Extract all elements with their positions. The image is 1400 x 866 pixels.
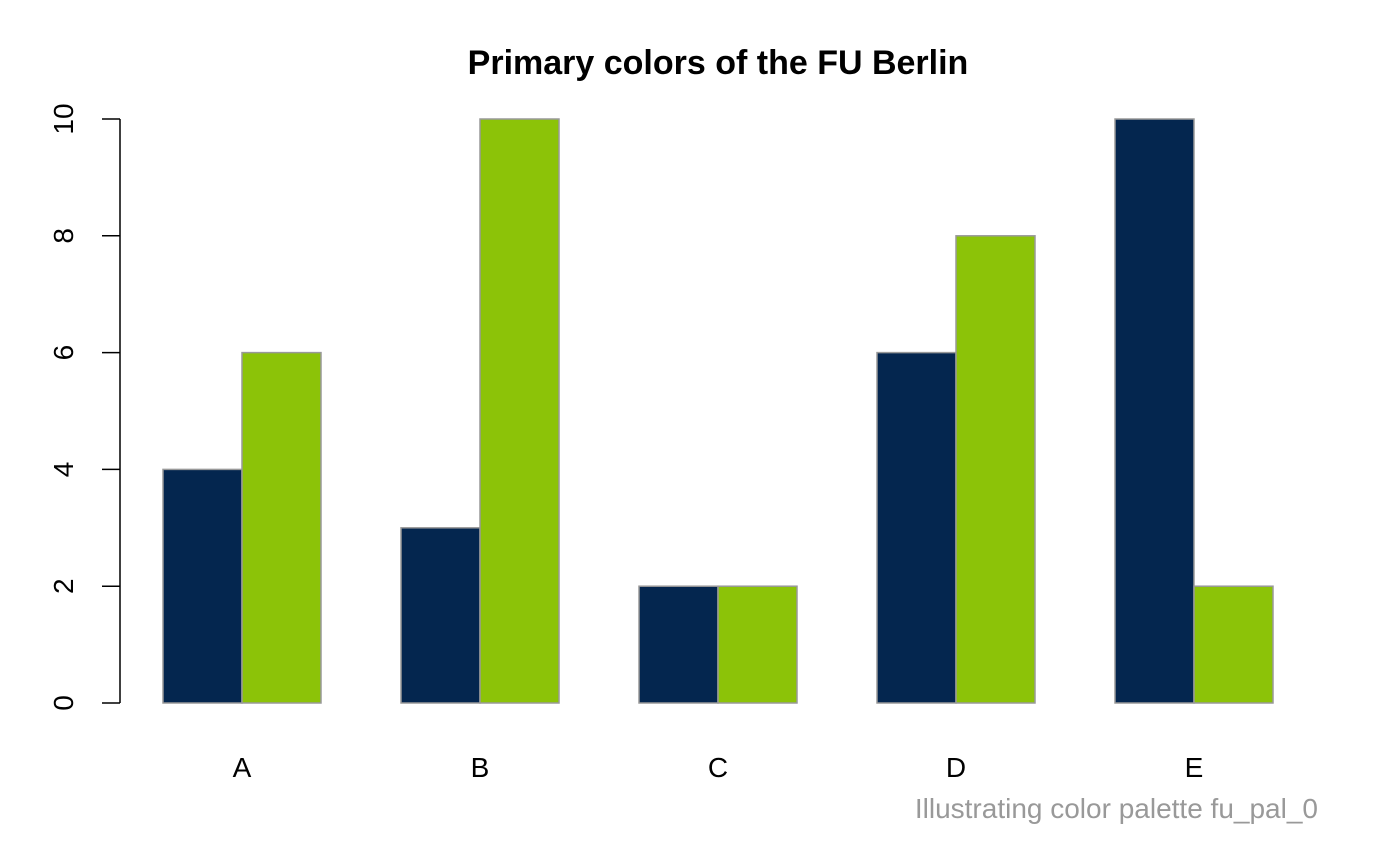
y-tick-label: 2 bbox=[48, 578, 79, 594]
bar-d-series-1 bbox=[876, 351, 957, 704]
bar-e-series-1 bbox=[1114, 118, 1195, 704]
bar-a-series-2 bbox=[241, 351, 322, 704]
y-tick-label: 10 bbox=[48, 103, 79, 134]
x-category-label: E bbox=[1185, 752, 1204, 783]
y-tick-label: 6 bbox=[48, 345, 79, 361]
bar-b-series-2 bbox=[479, 118, 560, 704]
bars-group bbox=[162, 118, 1274, 704]
y-tick-label: 8 bbox=[48, 228, 79, 244]
x-category-label: D bbox=[946, 752, 966, 783]
x-category-label: B bbox=[471, 752, 490, 783]
y-axis: 0 2 4 6 8 10 bbox=[48, 103, 121, 711]
y-tick-label: 4 bbox=[48, 462, 79, 478]
bar-e-series-2 bbox=[1193, 585, 1274, 704]
x-category-label: A bbox=[233, 752, 252, 783]
chart-caption: Illustrating color palette fu_pal_0 bbox=[915, 793, 1318, 824]
bar-a-series-1 bbox=[162, 468, 243, 704]
bar-c-series-2 bbox=[717, 585, 798, 704]
y-tick-label: 0 bbox=[48, 695, 79, 711]
x-axis-labels: A B C D E bbox=[233, 752, 1204, 783]
x-category-label: C bbox=[708, 752, 728, 783]
bar-b-series-1 bbox=[400, 527, 481, 704]
bar-d-series-2 bbox=[955, 235, 1036, 704]
bar-c-series-1 bbox=[638, 585, 719, 704]
chart-title: Primary colors of the FU Berlin bbox=[468, 44, 969, 82]
